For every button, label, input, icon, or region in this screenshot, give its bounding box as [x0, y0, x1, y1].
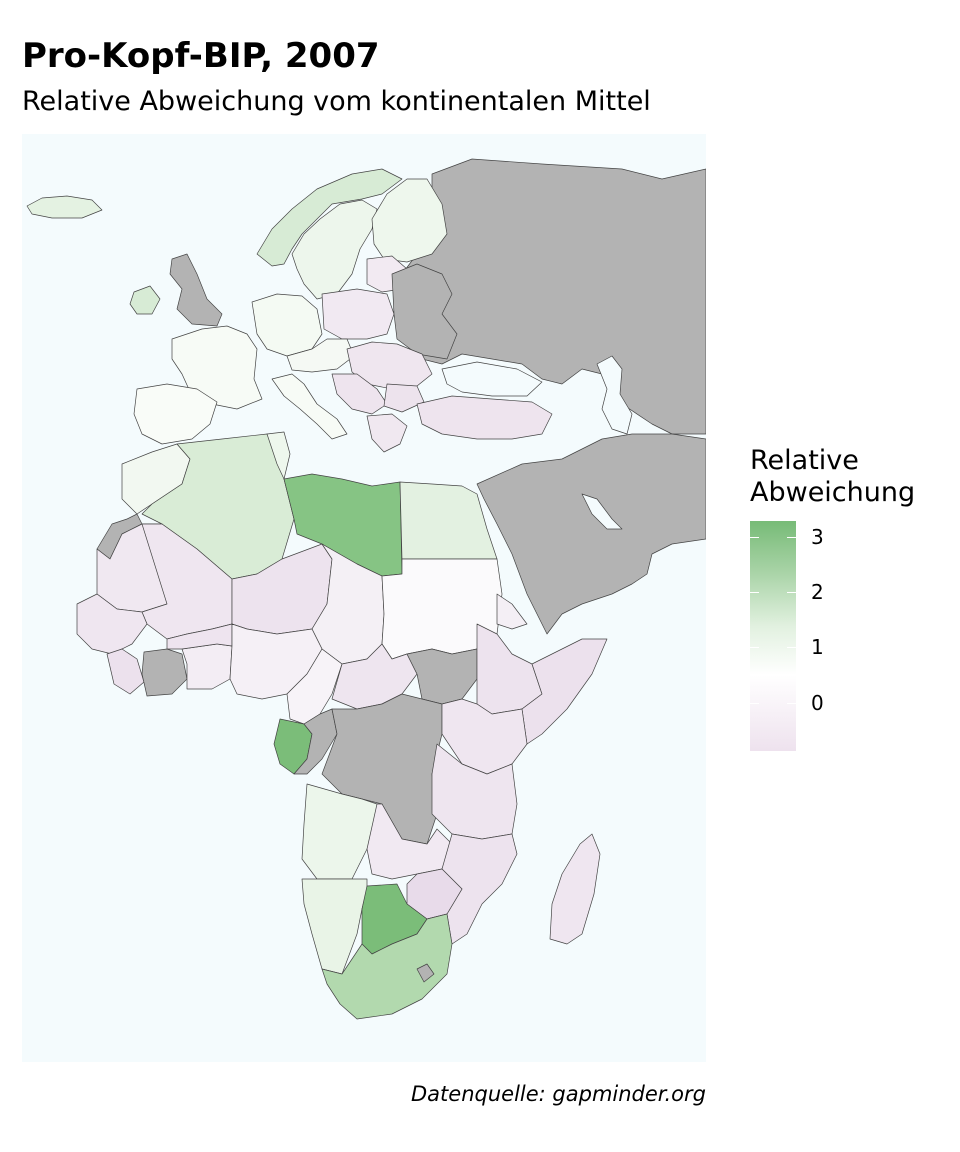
country-poland — [321, 288, 395, 340]
country-lesotho — [416, 963, 435, 983]
country-belarus-ukraine — [391, 263, 458, 360]
country-ireland — [129, 285, 161, 315]
country-sweden — [291, 199, 378, 300]
region-middle-east — [476, 433, 706, 635]
choropleth-map — [22, 134, 706, 1062]
country-turkey — [416, 395, 553, 440]
legend-tick-mark — [787, 537, 796, 538]
country-ghana-togo-benin — [181, 643, 233, 690]
legend-tick-mark — [787, 647, 796, 648]
legend-tick-mark — [787, 703, 796, 704]
country-italy — [271, 373, 348, 440]
legend-tick-label: 3 — [811, 525, 824, 549]
country-south-africa — [321, 913, 453, 1020]
country-bulgaria — [383, 383, 425, 413]
legend-tick-label: 1 — [811, 635, 824, 659]
legend-tick-label: 0 — [811, 691, 824, 715]
country-uganda-kenya — [441, 698, 528, 775]
country-germany — [251, 293, 323, 357]
country-norway — [256, 168, 403, 267]
country-finland — [371, 178, 448, 263]
legend-tick-mark — [750, 703, 759, 704]
country-uk — [169, 253, 223, 327]
legend-colorbar — [750, 521, 796, 751]
legend-tick-mark — [750, 537, 759, 538]
legend-title-line1: Relative — [750, 445, 859, 476]
country-senegal-guinea — [76, 593, 148, 655]
black-sea — [441, 361, 543, 397]
map-title: Pro-Kopf-BIP, 2007 — [22, 36, 380, 76]
legend-title: Relative Abweichung — [750, 445, 915, 509]
legend-tick-mark — [750, 592, 759, 593]
legend-title-line2: Abweichung — [750, 477, 916, 508]
legend: Relative Abweichung 3 2 1 0 — [750, 445, 950, 765]
source-caption: Datenquelle: gapminder.org — [411, 1082, 706, 1106]
country-cote-divoire — [141, 648, 188, 697]
map-subtitle: Relative Abweichung vom kontinentalen Mi… — [22, 86, 651, 117]
country-eritrea — [496, 593, 528, 630]
country-somalia — [521, 638, 608, 745]
legend-tick-mark — [787, 592, 796, 593]
country-namibia — [301, 878, 368, 975]
caspian-sea — [596, 355, 633, 435]
country-greece — [366, 413, 408, 453]
legend-tick-label: 2 — [811, 580, 824, 604]
legend-tick-mark — [750, 647, 759, 648]
country-congo — [293, 708, 338, 775]
country-south-sudan — [406, 648, 478, 705]
country-balkans — [331, 373, 388, 415]
persian-gulf — [581, 493, 623, 530]
country-spain-portugal — [133, 383, 218, 445]
country-madagascar — [549, 833, 601, 945]
country-tunisia — [266, 431, 291, 480]
country-cameroon — [286, 648, 343, 725]
country-iceland — [26, 195, 103, 219]
